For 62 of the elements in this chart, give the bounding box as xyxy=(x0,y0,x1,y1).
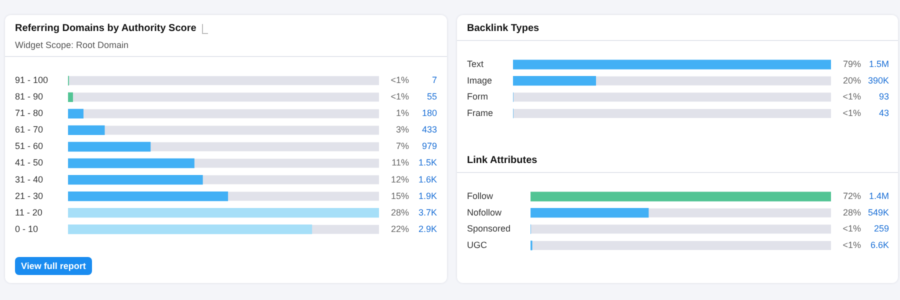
y-tick-label: Follow xyxy=(467,191,494,202)
bar xyxy=(68,125,105,136)
data-label: 180 xyxy=(422,108,437,118)
data-label: 549K xyxy=(868,207,889,218)
y-tick-label: 51 - 60 xyxy=(15,141,44,152)
data-label: 1.5M xyxy=(868,59,889,70)
data-label: 93 xyxy=(878,92,889,102)
y-tick-label: Nofollow xyxy=(467,207,502,218)
text: 7% xyxy=(396,141,409,152)
data-label: 55 xyxy=(426,92,437,102)
text: <1% xyxy=(842,92,861,102)
text: 28% xyxy=(842,207,861,218)
text: <1% xyxy=(842,224,861,234)
data-label: 7 xyxy=(432,75,437,86)
y-tick-label: UGC xyxy=(467,240,488,250)
data-label: 3.7K xyxy=(418,207,437,218)
data-label: 1.4M xyxy=(868,191,889,202)
text: <1% xyxy=(390,75,409,86)
chart-title: Link Attributes xyxy=(466,154,538,166)
y-tick-label: 91 - 100 xyxy=(15,75,48,86)
data-label: 2.9K xyxy=(418,224,437,234)
data-label: 1.9K xyxy=(418,190,437,201)
y-tick-label: 41 - 50 xyxy=(15,158,44,168)
y-tick-label: 61 - 70 xyxy=(15,124,44,135)
data-label: 433 xyxy=(422,124,437,135)
y-tick-label: 11 - 20 xyxy=(15,207,42,218)
text: 20% xyxy=(842,75,861,86)
data-label: 43 xyxy=(878,108,889,118)
y-tick-label: Image xyxy=(467,75,492,86)
y-tick-label: 81 - 90 xyxy=(15,92,44,102)
text: <1% xyxy=(842,108,861,118)
text: 3% xyxy=(396,124,409,135)
y-tick-label: Frame xyxy=(467,108,494,118)
bar xyxy=(68,92,73,102)
y-tick-label: Text xyxy=(467,59,484,70)
data-label: 390K xyxy=(868,75,889,86)
chart-subtitle: Widget Scope: Root Domain xyxy=(14,39,130,50)
data-label: 1.5K xyxy=(418,158,437,168)
y-tick-label: Form xyxy=(467,92,488,102)
bar xyxy=(68,108,84,119)
text: 22% xyxy=(390,224,409,234)
y-tick-label: 31 - 40 xyxy=(15,174,44,184)
data-label: 6.6K xyxy=(870,240,889,250)
text: 15% xyxy=(390,190,409,201)
text: <1% xyxy=(842,240,861,250)
data-label: 259 xyxy=(874,224,889,234)
chart-title: Backlink Types xyxy=(466,22,540,34)
text: 1% xyxy=(396,108,409,118)
text: 28% xyxy=(390,207,409,218)
text: 12% xyxy=(390,174,409,184)
text: 79% xyxy=(842,59,861,70)
y-tick-label: Sponsored xyxy=(467,224,511,234)
data-label: 1.6K xyxy=(418,174,437,184)
y-tick-label: 21 - 30 xyxy=(15,190,44,201)
y-tick-label: 0 - 10 xyxy=(15,224,38,234)
text: 11% xyxy=(392,158,409,168)
text: 72% xyxy=(842,191,861,202)
y-tick-label: 71 - 80 xyxy=(15,108,44,118)
chart-title: Referring Domains by Authority Score xyxy=(14,22,198,34)
data-label: 979 xyxy=(422,141,437,152)
text: View full report xyxy=(15,257,92,275)
text: <1% xyxy=(390,92,409,102)
